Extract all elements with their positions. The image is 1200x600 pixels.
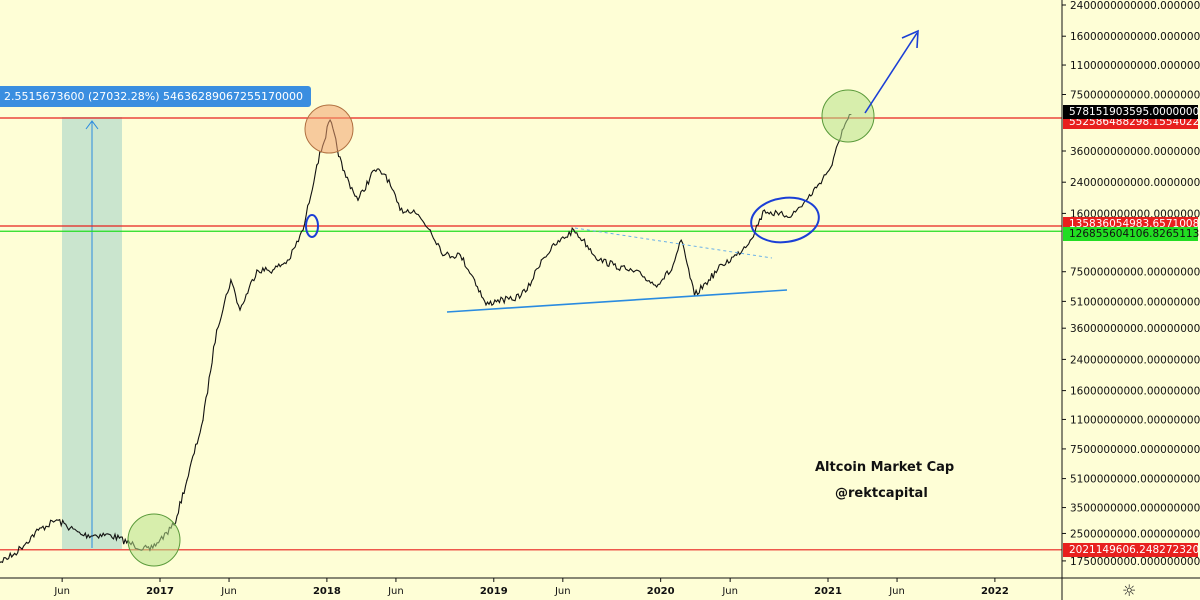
- y-tick-label: 75000000000.0000000000: [1070, 267, 1200, 279]
- price-point: [288, 259, 290, 261]
- price-point: [357, 199, 359, 201]
- price-point: [573, 229, 575, 231]
- price-point: [598, 259, 600, 261]
- price-point: [721, 264, 723, 266]
- price-point: [373, 169, 376, 171]
- x-tick-label: 2021: [814, 586, 842, 597]
- price-point: [582, 239, 584, 241]
- x-tick-label: 2022: [981, 586, 1009, 597]
- price-point: [763, 209, 766, 211]
- price-point: [485, 304, 487, 306]
- y-tick-label: 2500000000.0000000000: [1070, 528, 1200, 540]
- y-tick-label: 1600000000000.0000000000: [1070, 31, 1200, 43]
- y-tick-label: 7500000000.0000000000: [1070, 444, 1200, 456]
- price-point: [831, 164, 833, 166]
- y-tick-label: 750000000000.0000000000: [1070, 90, 1200, 102]
- y-tick-label: 1750000000.0000000000: [1070, 556, 1200, 568]
- price-point: [230, 279, 232, 281]
- x-tick-label: 2018: [313, 586, 341, 597]
- settings-gear-icon[interactable]: ☼: [1122, 581, 1137, 600]
- y-tick-label: 5100000000.0000000000: [1070, 474, 1200, 486]
- price-point: [680, 239, 682, 241]
- price-point: [735, 254, 738, 256]
- y-tick-label: 360000000000.0000000000: [1070, 146, 1200, 158]
- x-tick-label: 2017: [146, 586, 174, 597]
- price-point: [511, 299, 513, 301]
- price-point: [56, 519, 58, 521]
- x-tick-label: 2019: [480, 586, 508, 597]
- y-tick-label: 2400000000000.0000000000: [1070, 0, 1200, 12]
- price-point: [216, 329, 218, 331]
- x-tick-label: 2020: [647, 586, 675, 597]
- price-point: [497, 299, 499, 301]
- x-tick-label: Jun: [387, 586, 404, 597]
- price-point: [791, 214, 793, 216]
- price-point: [443, 254, 445, 256]
- price-point: [473, 279, 476, 281]
- x-tick-label: Jun: [554, 586, 571, 597]
- top-2018-circle: [304, 104, 354, 154]
- measure-tooltip: 2.5515673600 (27032.28%) 546362890672551…: [0, 86, 311, 107]
- price-point: [342, 169, 344, 171]
- x-tick-label: Jun: [888, 586, 905, 597]
- price-point: [302, 229, 304, 231]
- price-point: [272, 269, 274, 271]
- top-2021-circle: [821, 89, 875, 143]
- price-point: [459, 254, 461, 256]
- price-point: [413, 209, 415, 211]
- bottom-2016-circle: [127, 513, 181, 567]
- projection-arrow: [864, 32, 918, 114]
- last-price-label: 578151903595.0000000000: [1063, 104, 1200, 119]
- price-level-label: 2021149606.2482723200: [1063, 542, 1200, 557]
- x-tick-label: Jun: [220, 586, 237, 597]
- support-trendline[interactable]: [446, 289, 788, 313]
- price-series-line: [0, 113, 851, 564]
- y-tick-label: 240000000000.0000000000: [1070, 177, 1200, 189]
- price-point: [612, 264, 615, 266]
- price-point: [671, 269, 673, 271]
- y-tick-label: 51000000000.0000000000: [1070, 296, 1200, 308]
- price-point: [316, 164, 318, 166]
- chart-title: Altcoin Market Cap: [815, 460, 955, 475]
- price-point: [186, 479, 188, 481]
- price-point: [626, 269, 628, 271]
- retest-ellipse-2017: [305, 214, 319, 238]
- resistance-trendline-dashed[interactable]: [574, 227, 773, 259]
- retest-ellipse-2020: [750, 196, 820, 244]
- price-point: [385, 174, 387, 176]
- projection-arrow-head: [901, 29, 919, 49]
- y-tick-label: 11000000000.0000000000: [1070, 414, 1200, 426]
- price-point: [540, 259, 542, 261]
- y-tick-label: 36000000000.0000000000: [1070, 323, 1200, 335]
- price-point: [429, 229, 431, 231]
- price-point: [554, 244, 556, 246]
- price-point: [202, 419, 204, 421]
- price-point: [817, 184, 819, 186]
- price-level-label: 126855604106.8265113600: [1063, 227, 1200, 242]
- price-point: [239, 309, 241, 311]
- chart-author: @rektcapital: [835, 486, 928, 501]
- measure-arrow-head: [85, 120, 99, 130]
- y-tick-label: 16000000000.0000000000: [1070, 386, 1200, 398]
- y-tick-label: 1100000000000.0000000000: [1070, 60, 1200, 72]
- price-point: [12, 554, 14, 556]
- x-tick-label: Jun: [721, 586, 738, 597]
- price-point: [640, 274, 643, 276]
- price-point: [526, 289, 528, 291]
- price-point: [81, 534, 83, 536]
- x-tick-label: Jun: [53, 586, 70, 597]
- y-tick-label: 3500000000.0000000000: [1070, 503, 1200, 515]
- price-point: [778, 214, 780, 216]
- price-point: [37, 529, 39, 531]
- price-point: [399, 209, 401, 211]
- price-point: [654, 284, 656, 286]
- y-tick-label: 24000000000.0000000000: [1070, 354, 1200, 366]
- price-point: [749, 239, 751, 241]
- price-point: [256, 269, 258, 271]
- price-point: [708, 279, 710, 281]
- price-point: [110, 534, 112, 536]
